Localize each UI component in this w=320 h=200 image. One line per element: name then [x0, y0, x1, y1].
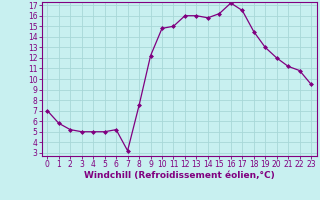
X-axis label: Windchill (Refroidissement éolien,°C): Windchill (Refroidissement éolien,°C) [84, 171, 275, 180]
